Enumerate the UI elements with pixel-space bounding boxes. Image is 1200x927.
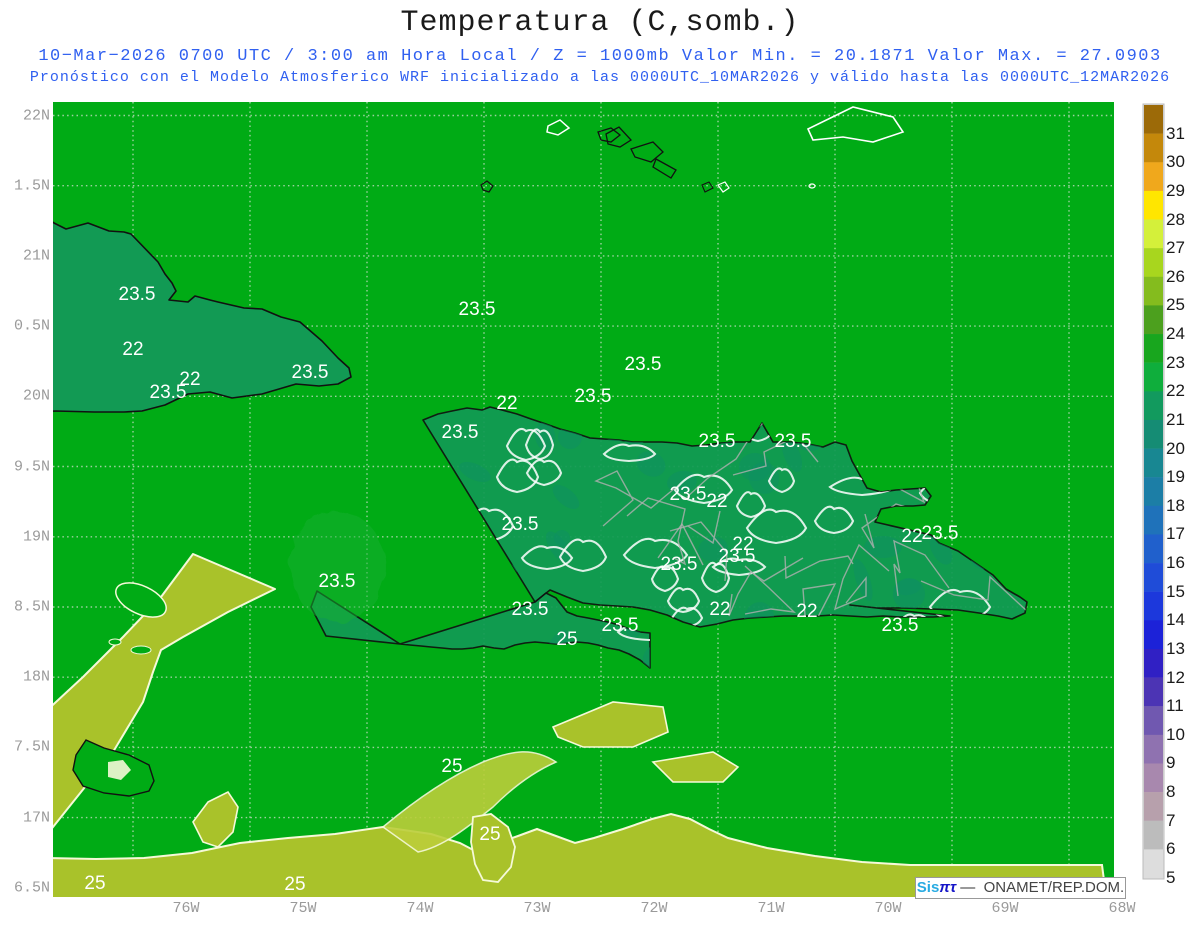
svg-text:23.5: 23.5 [882,615,919,636]
svg-text:22: 22 [709,599,730,620]
svg-text:23.5: 23.5 [512,599,549,620]
svg-text:22: 22 [496,393,517,414]
svg-text:25: 25 [84,873,105,894]
svg-text:25: 25 [556,629,577,650]
svg-text:22: 22 [796,601,817,622]
svg-text:23.5: 23.5 [775,431,812,452]
svg-text:22: 22 [901,526,922,547]
svg-text:23.5: 23.5 [459,299,496,320]
svg-text:23.5: 23.5 [575,386,612,407]
svg-text:23.5: 23.5 [150,382,187,403]
svg-text:25: 25 [284,874,305,895]
svg-text:23.5: 23.5 [625,354,662,375]
svg-text:23.5: 23.5 [719,546,756,567]
svg-text:23.5: 23.5 [602,615,639,636]
svg-text:23.5: 23.5 [502,514,539,535]
svg-text:22: 22 [122,339,143,360]
svg-text:22: 22 [706,491,727,512]
svg-text:25: 25 [479,824,500,845]
svg-text:23.5: 23.5 [661,554,698,575]
svg-text:23.5: 23.5 [670,484,707,505]
svg-text:23.5: 23.5 [699,431,736,452]
svg-text:25: 25 [441,756,462,777]
svg-text:23.5: 23.5 [292,362,329,383]
svg-text:23.5: 23.5 [119,284,156,305]
svg-text:23.5: 23.5 [442,422,479,443]
svg-text:23.5: 23.5 [922,523,959,544]
svg-text:23.5: 23.5 [319,571,356,592]
